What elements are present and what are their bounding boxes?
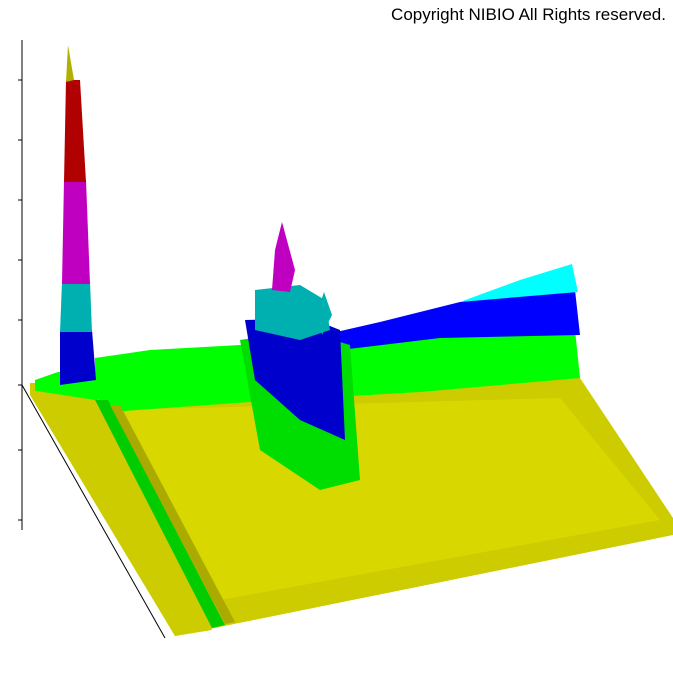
spike-magenta xyxy=(62,180,90,284)
spike-top xyxy=(66,45,74,82)
floor-shade xyxy=(120,398,660,600)
peak-blue xyxy=(245,318,345,440)
x-axis xyxy=(21,384,166,639)
blue-band xyxy=(310,290,580,350)
peak-cyan xyxy=(255,285,330,340)
front-stripe xyxy=(95,400,225,628)
front-stripe xyxy=(110,405,235,624)
z-ticks xyxy=(18,79,22,521)
spike-red xyxy=(64,80,86,182)
spike-cyan xyxy=(60,282,92,332)
front-slab xyxy=(30,390,212,636)
spike-blue xyxy=(60,330,96,385)
copyright: Copyright NIBIO All Rights reserved. xyxy=(391,5,666,24)
peak-magenta xyxy=(272,222,295,292)
cyan-band xyxy=(460,264,578,302)
peak-small xyxy=(318,292,332,335)
